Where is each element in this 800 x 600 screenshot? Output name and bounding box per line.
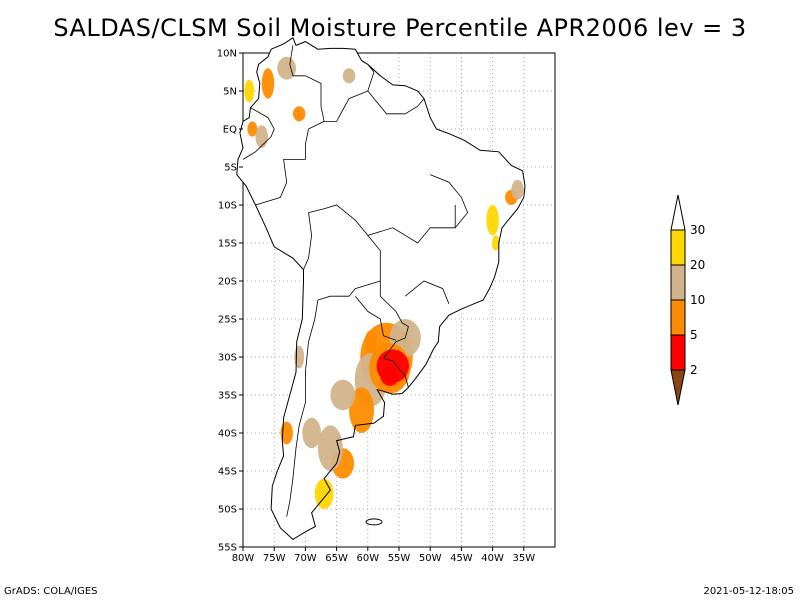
border-line <box>430 174 469 229</box>
lon-tick-label: 55W <box>388 553 411 564</box>
coastlines-and-borders <box>236 37 526 541</box>
percentile-patch <box>302 417 322 449</box>
colorbar-segment <box>670 299 686 336</box>
lat-tick-label: 55S <box>218 543 237 554</box>
border-line <box>367 90 425 115</box>
colorbar-label: 5 <box>690 328 698 342</box>
percentile-patch <box>511 179 524 200</box>
border-line <box>380 295 409 359</box>
lat-tick-label: 10S <box>218 201 237 212</box>
percentile-patch <box>255 125 268 148</box>
percentile-patch <box>364 330 378 354</box>
colorbar-label: 2 <box>690 363 698 377</box>
lat-tick-label: 10N <box>217 49 237 60</box>
colorbar-label: 10 <box>690 293 705 307</box>
lat-tick-label: 20S <box>218 277 237 288</box>
percentile-patch <box>247 121 258 137</box>
percentile-patch <box>244 79 255 103</box>
lat-tick-label: EQ <box>223 125 237 136</box>
lon-tick-label: 75W <box>263 553 286 564</box>
lat-tick-label: 5N <box>223 87 237 98</box>
border-line <box>255 121 325 206</box>
lat-tick-label: 25S <box>218 315 237 326</box>
percentile-patch <box>349 387 375 434</box>
percentile-patch <box>314 478 334 509</box>
coastline <box>236 37 526 541</box>
percentile-patch <box>261 68 275 99</box>
percentile-patch <box>277 56 297 80</box>
border-line <box>324 64 375 122</box>
colorbar-segment <box>670 334 686 371</box>
percentile-patch <box>491 235 500 251</box>
percentile-patch <box>342 68 356 84</box>
border-line <box>308 204 381 297</box>
colorbar-segment <box>670 264 686 301</box>
falkland-islands <box>365 518 383 526</box>
lon-tick-label: 35W <box>512 553 535 564</box>
lat-tick-label: 5S <box>224 163 237 174</box>
lon-tick-label: 40W <box>481 553 504 564</box>
colorbar-bottom-arrow <box>670 369 686 406</box>
border-line <box>354 295 397 341</box>
map-title: SALDAS/CLSM Soil Moisture Percentile APR… <box>53 14 747 42</box>
border-line <box>404 280 450 304</box>
colorbar-label: 30 <box>690 223 705 237</box>
footer-timestamp: 2021-05-12-18:05 <box>703 586 794 597</box>
percentile-patch <box>280 421 293 445</box>
continent-fill <box>236 37 526 540</box>
lat-tick-label: 30S <box>218 353 237 364</box>
colorbar-label: 20 <box>690 258 705 272</box>
colorbar-segment <box>670 229 686 266</box>
lon-tick-label: 45W <box>450 553 473 564</box>
border-line <box>242 107 275 160</box>
percentile-patch <box>330 379 356 411</box>
colorbar-top-arrow <box>670 194 686 231</box>
percentile-patch <box>380 366 400 386</box>
footer-credit: GrADS: COLA/IGES <box>4 586 98 597</box>
border-line <box>367 205 456 244</box>
lon-tick-label: 60W <box>356 553 379 564</box>
lon-tick-label: 70W <box>294 553 317 564</box>
lat-tick-label: 15S <box>218 239 237 250</box>
border-line <box>303 212 313 270</box>
axis-ticks: 10N 5N EQ 5S 10S 15S 20S 25S 30S 35S 40S 45S 50S 55S8… <box>217 49 535 565</box>
lat-tick-label: 50S <box>218 505 237 516</box>
percentile-patch <box>317 425 343 472</box>
border-line <box>317 280 381 301</box>
lon-tick-label: 50W <box>419 553 442 564</box>
percentile-patch <box>486 205 499 236</box>
percentile-patch <box>292 106 306 122</box>
lon-tick-label: 80W <box>232 553 255 564</box>
border-line <box>286 299 319 517</box>
lon-tick-label: 65W <box>325 553 348 564</box>
lat-tick-label: 40S <box>218 429 237 440</box>
colorbar: 30 20 10 5 2 <box>670 194 705 406</box>
percentile-patch <box>294 345 305 369</box>
lat-tick-label: 35S <box>218 391 237 402</box>
border-line <box>383 358 409 388</box>
lat-tick-label: 45S <box>218 467 237 478</box>
border-line <box>289 45 325 122</box>
